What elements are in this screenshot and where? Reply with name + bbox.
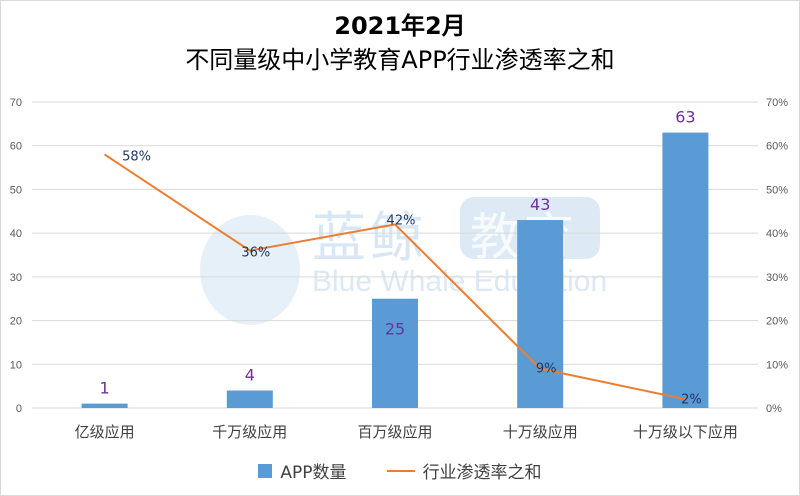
bar-data-label: 25 [385,320,405,339]
legend-bar-label: APP数量 [280,463,347,483]
y-right-tick-label: 10% [766,359,788,371]
line-data-label: 42% [387,213,416,228]
bar [372,298,418,408]
y-right-tick-label: 60% [766,141,788,153]
bar [226,390,273,408]
y-right-tick-label: 50% [766,184,788,196]
y-left-tick-label: 20 [10,316,22,328]
bar-data-label: 43 [530,195,550,214]
x-category-label: 十万级以下应用 [633,423,738,441]
legend-item-bar: APP数量 [258,458,347,483]
y-left-tick-label: 10 [10,359,22,371]
y-left-tick-label: 60 [10,141,22,153]
bar-data-label: 4 [245,366,255,385]
line-data-label: 36% [241,246,270,261]
y-left-tick-label: 0 [16,403,22,415]
bar [517,220,564,408]
line-series [104,153,686,401]
line-data-label: 58% [122,149,151,164]
legend: APP数量 行业渗透率之和 [0,458,800,483]
y-left-tick-label: 70 [10,97,22,109]
y-left-tick-label: 30 [10,272,22,284]
y-right-tick-label: 70% [766,97,788,109]
y-right-tick-label: 40% [766,228,788,240]
line-data-label: 2% [681,392,702,407]
chart-plot: 0 10 20 30 40 50 60 70 0% 10% 20% 30% 40% 50% 60% 70% 亿级… [10,97,788,441]
x-category-label: 千万级应用 [212,423,287,441]
legend-bar-swatch [258,463,273,478]
x-category-label: 十万级应用 [503,423,578,441]
bar [662,132,709,408]
y-right-tick-label: 30% [766,272,788,284]
legend-line-swatch [386,469,415,472]
chart-title-line1: 2021年2月 [334,12,466,40]
legend-item-line: 行业渗透率之和 [386,458,542,483]
legend-line-label: 行业渗透率之和 [422,463,542,483]
bar-data-label: 63 [675,108,695,127]
chart-title-line2: 不同量级中小学教育APP行业渗透率之和 [185,46,615,74]
y-left-tick-label: 40 [10,228,22,240]
bar-data-label: 1 [100,379,110,398]
y-left-tick-label: 50 [10,184,22,196]
x-category-label: 百万级应用 [357,423,432,441]
y-right-tick-label: 20% [766,316,788,328]
bar [81,403,128,408]
line-data-label: 9% [536,362,557,377]
x-category-label: 亿级应用 [75,423,135,441]
y-right-tick-label: 0% [766,403,782,415]
